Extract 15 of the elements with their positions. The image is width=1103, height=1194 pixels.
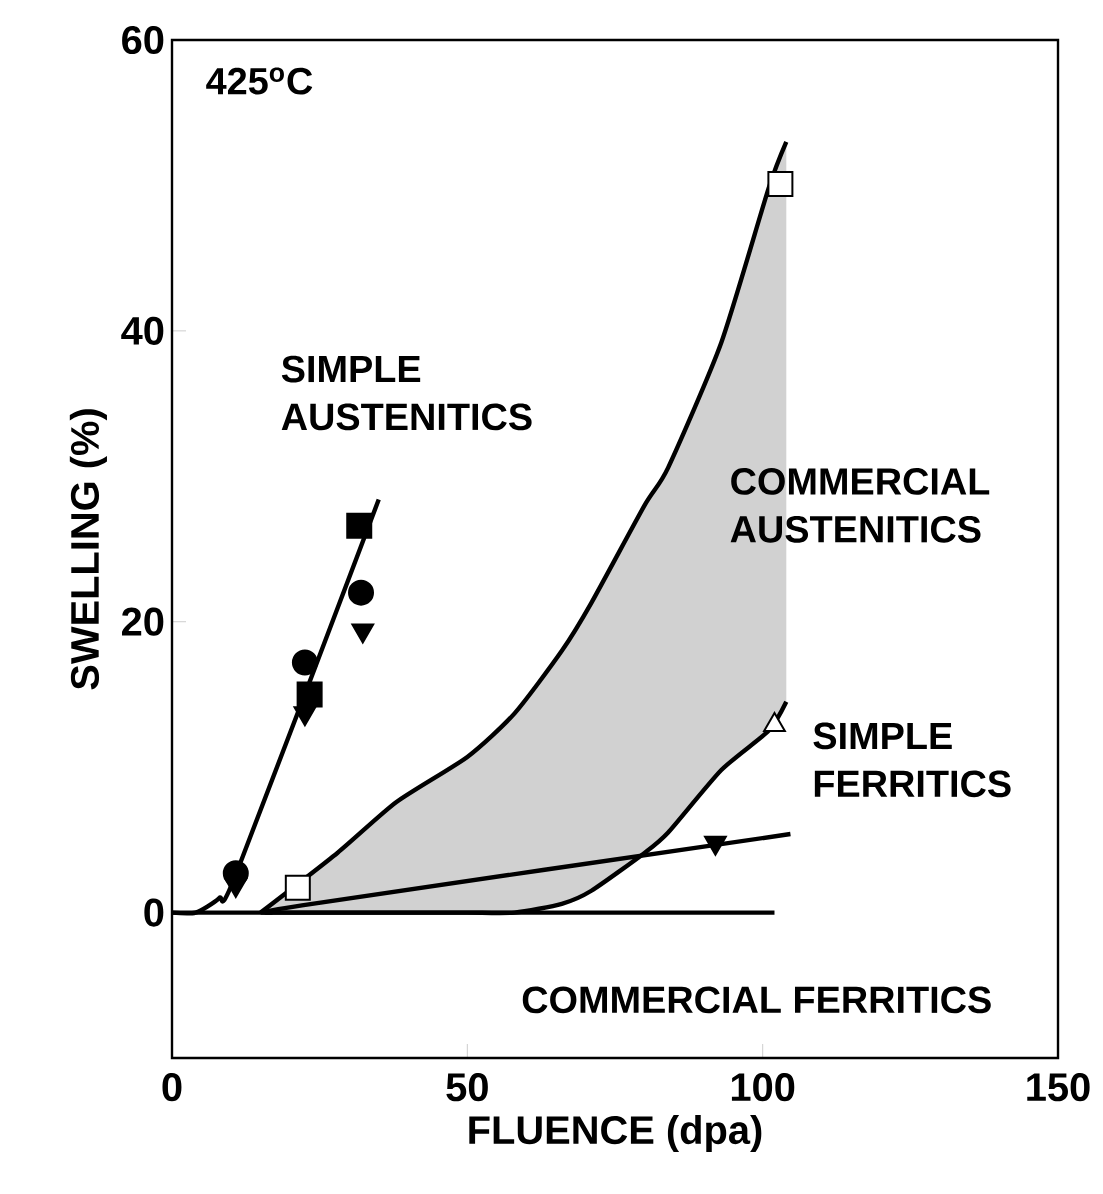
- y-tick-label: 20: [122, 607, 164, 636]
- y-tick-label: 40: [121, 316, 164, 345]
- y-axis-title: SWELLING (%): [69, 409, 107, 690]
- x-axis-title: FLUENCE (dpa): [469, 1114, 762, 1153]
- text: SIMPLE AUSTENITICS: [281, 355, 532, 431]
- annotation: 425$^{o}$C: [206, 67, 313, 95]
- x-tick-label: 100: [731, 1073, 795, 1102]
- series-label: SIMPLE FERRITICS: [813, 722, 1011, 798]
- x-tick-label: 150: [1027, 1073, 1090, 1102]
- x-tick-label: 50: [446, 1073, 488, 1102]
- y-tick-label: 60: [122, 25, 164, 55]
- series-label: COMMERCIAL AUSTENITICS: [730, 468, 990, 543]
- x-tick-label: 0: [162, 1073, 182, 1102]
- series-label: COMMERCIAL FERRITICS: [522, 986, 991, 1014]
- y-tick-label: 0: [144, 898, 164, 927]
